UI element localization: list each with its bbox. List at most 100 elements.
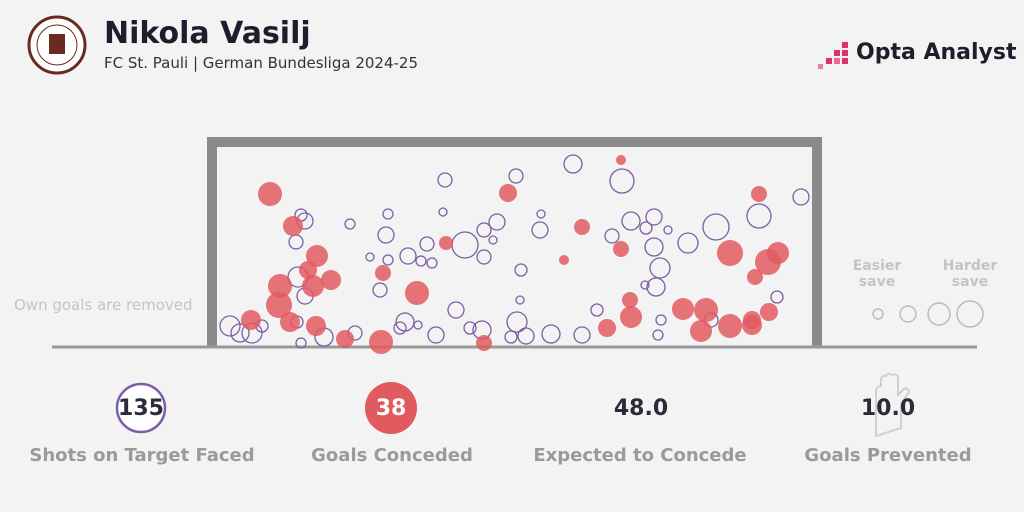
saved-shot (365, 252, 375, 262)
club-badge (27, 15, 87, 75)
saved-shot (451, 231, 479, 259)
goal-shot (258, 182, 282, 206)
stat-label: Expected to Concede (533, 445, 747, 466)
saved-shot (792, 188, 810, 206)
saved-shot (609, 168, 635, 194)
goal-shot (476, 335, 492, 351)
stat-value: 38 (375, 396, 407, 421)
saved-shot (646, 277, 666, 297)
shots (219, 154, 810, 354)
goal-shot (743, 311, 761, 329)
glove-icon (875, 372, 911, 438)
stat-label: Shots on Target Faced (29, 445, 255, 466)
goal-shot (622, 292, 638, 308)
saved-shot (427, 326, 445, 344)
saved-shot (377, 226, 395, 244)
stat-value: 10.0 (860, 396, 916, 421)
goal-shot (751, 186, 767, 202)
saved-shot (639, 221, 653, 235)
saved-shot (419, 236, 435, 252)
saved-shot (504, 330, 518, 344)
shots-badge (115, 382, 167, 434)
goal-shot (598, 319, 616, 337)
saved-shot (531, 221, 549, 239)
stat-value: 48.0 (613, 396, 669, 421)
goal-shot (499, 184, 517, 202)
legend-easier: Easier save (852, 258, 902, 290)
goal-shot (405, 281, 429, 305)
goal-shot (718, 314, 742, 338)
saved-shot (393, 321, 407, 335)
saved-shot (438, 207, 448, 217)
saved-shot (604, 228, 620, 244)
goal-shot (760, 303, 778, 321)
legend-harder: Harder save (942, 258, 998, 290)
saved-shot (515, 295, 525, 305)
goal-shot (375, 265, 391, 281)
subtitle: FC St. Pauli | German Bundesliga 2024-25 (104, 54, 418, 72)
saved-shot (437, 172, 453, 188)
saved-shot (644, 237, 664, 257)
goal-frame (207, 137, 822, 346)
saved-shot (573, 326, 591, 344)
goal-shot (439, 236, 453, 250)
saved-shot (382, 254, 394, 266)
goal-shot (690, 320, 712, 342)
saved-shot (517, 327, 535, 345)
saved-shot (506, 311, 528, 333)
saved-shot (514, 263, 528, 277)
saved-shot (230, 323, 250, 343)
stat-value: 135 (118, 396, 164, 421)
goal-shot (620, 306, 642, 328)
saved-shot (645, 208, 663, 226)
saved-shot (563, 154, 583, 174)
goal-shot (672, 298, 694, 320)
goal-shot (321, 270, 341, 290)
saved-shot (415, 255, 427, 267)
saved-shot (488, 213, 506, 231)
goal-shot (559, 255, 569, 265)
saved-shot (219, 315, 241, 337)
saved-shot (677, 232, 699, 254)
goal-shot (306, 245, 328, 267)
saved-shot (476, 222, 492, 238)
saved-shot (652, 329, 664, 341)
saved-shot (508, 168, 524, 184)
saved-shot (413, 320, 423, 330)
saved-shot (476, 249, 492, 265)
stat-label: Goals Prevented (804, 445, 972, 466)
saved-shot (746, 203, 772, 229)
saved-shot (590, 303, 604, 317)
saved-shot (426, 257, 438, 269)
goal-shot (280, 312, 300, 332)
goal-shot (369, 330, 393, 354)
saved-shot (640, 280, 650, 290)
goal-shot (336, 330, 354, 348)
goal-shot (767, 242, 789, 264)
saved-shot (488, 235, 498, 245)
note: Own goals are removed (14, 296, 193, 314)
saved-shot (663, 225, 673, 235)
goal-shot (302, 275, 324, 297)
saved-shot (295, 337, 307, 349)
goal-shot (694, 298, 718, 322)
goal-shot (306, 316, 326, 336)
saved-shot (649, 257, 671, 279)
saved-shot (770, 290, 784, 304)
title: Nikola Vasilj (104, 16, 311, 51)
goal-shot (268, 274, 292, 298)
goal-shot (747, 269, 763, 285)
brand: Opta Analyst (856, 40, 1017, 65)
brand-logo (818, 42, 848, 69)
goal-shot (717, 240, 743, 266)
goals-badge (365, 382, 417, 434)
goal-shot (283, 216, 303, 236)
saved-shot (621, 211, 641, 231)
saved-shot (655, 314, 667, 326)
goal-shot (299, 261, 317, 279)
saved-shot (288, 234, 304, 250)
goal-shot (616, 155, 626, 165)
saved-shot (536, 209, 546, 219)
